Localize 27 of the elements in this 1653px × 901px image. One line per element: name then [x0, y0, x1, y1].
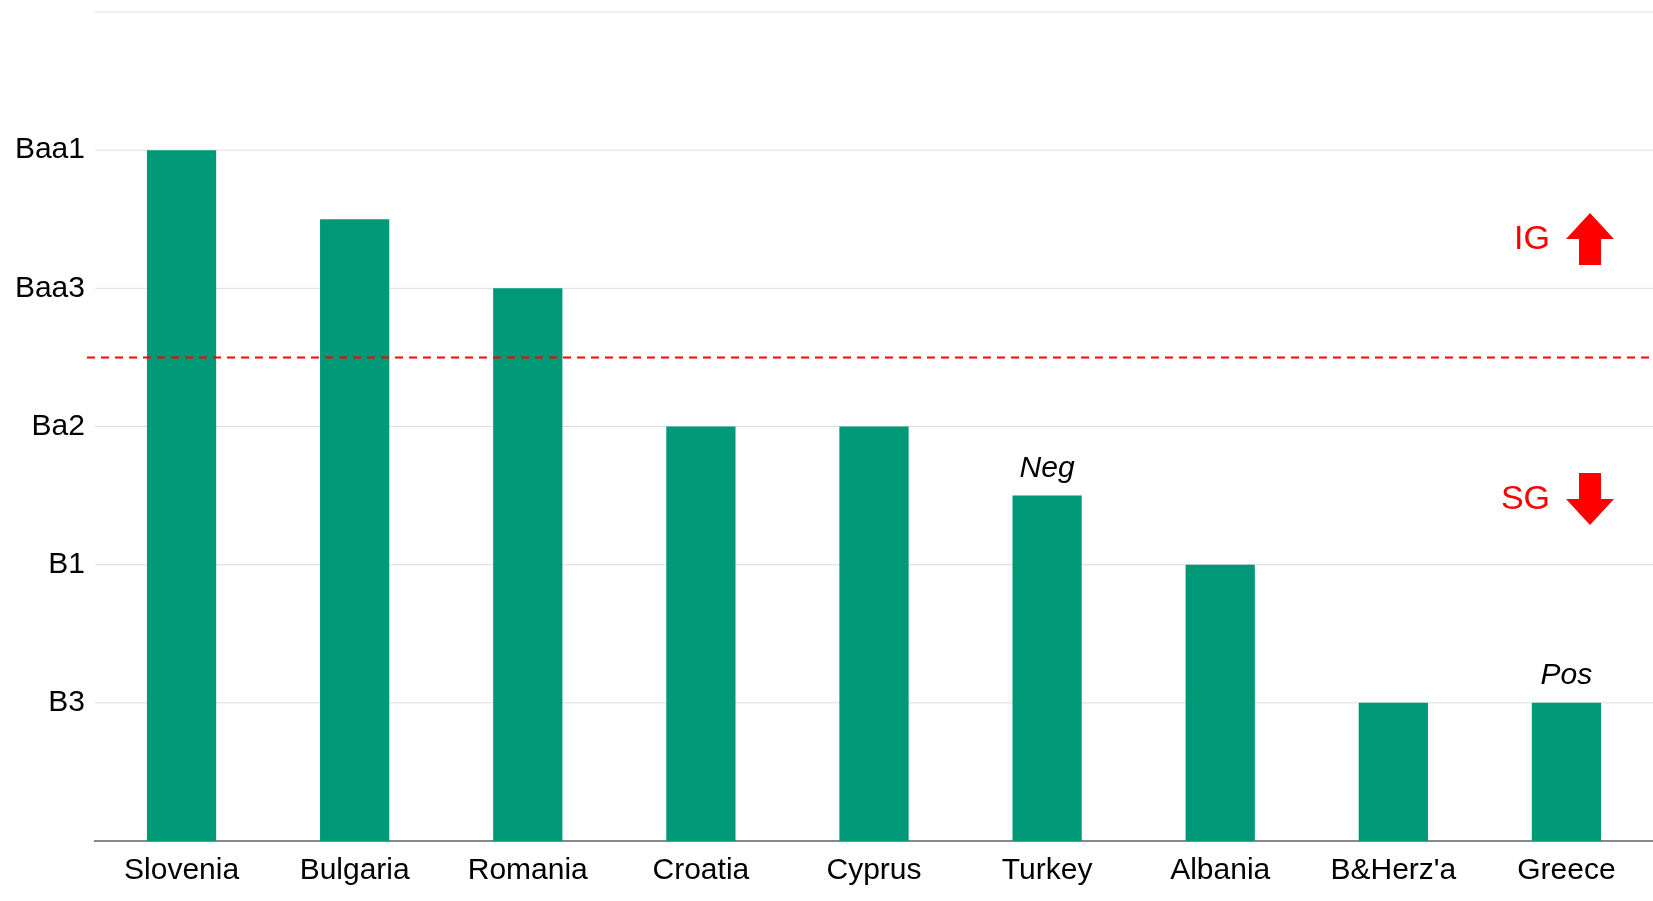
- annotation: SG: [1500, 477, 1550, 516]
- bar: [666, 426, 736, 841]
- bar: [1358, 702, 1428, 841]
- bar: [1012, 495, 1082, 841]
- x-tick-label: Greece: [1517, 852, 1616, 886]
- ref-line-label: Baa3: [14, 269, 85, 303]
- ref-line-label: Baa1: [14, 131, 85, 165]
- bar: [320, 219, 390, 841]
- ref-line-label: B3: [48, 684, 85, 718]
- bar: [146, 150, 217, 841]
- annotation: IG: [1514, 217, 1550, 256]
- annotation: Neg: [1019, 449, 1075, 483]
- x-tick-label: Romania: [467, 852, 589, 886]
- x-tick-label: Bulgaria: [299, 852, 411, 886]
- bar: [493, 288, 563, 841]
- bar: [839, 426, 909, 841]
- x-tick-label: B&Herz'a: [1330, 852, 1457, 886]
- ref-line-label: Ba2: [31, 407, 85, 441]
- annotation: Pos: [1540, 657, 1593, 691]
- x-tick-label: Albania: [1170, 852, 1271, 886]
- x-tick-label: Cyprus: [826, 852, 922, 886]
- x-tick-label: Turkey: [1001, 852, 1093, 886]
- ref-line-label: B1: [48, 545, 85, 579]
- x-tick-label: Croatia: [652, 852, 750, 886]
- bar: [1531, 702, 1602, 841]
- x-tick-label: Slovenia: [124, 852, 240, 886]
- bar: [1185, 564, 1255, 841]
